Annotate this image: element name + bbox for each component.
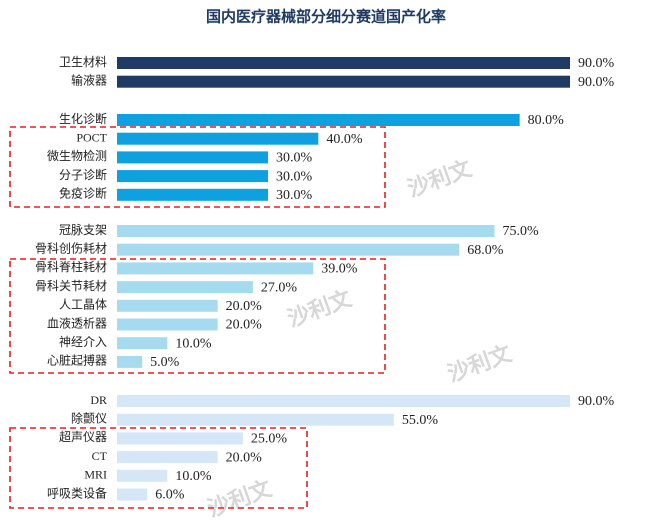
bar bbox=[117, 395, 570, 407]
bar bbox=[117, 188, 268, 201]
value-label: 30.0% bbox=[276, 188, 313, 203]
value-label: 90.0% bbox=[578, 394, 615, 409]
value-label: 5.0% bbox=[150, 355, 180, 370]
value-label: 40.0% bbox=[326, 132, 363, 147]
bar bbox=[117, 114, 520, 126]
category-label: 冠脉支架 bbox=[59, 222, 107, 237]
highlight-box bbox=[9, 258, 386, 374]
value-label: 10.0% bbox=[175, 336, 212, 351]
category-label: 神经介入 bbox=[59, 335, 107, 349]
bar bbox=[117, 262, 314, 275]
value-label: 30.0% bbox=[276, 169, 313, 184]
bar bbox=[117, 451, 218, 464]
category-label: 人工晶体 bbox=[59, 298, 107, 312]
highlight-box bbox=[9, 427, 308, 509]
value-label: 75.0% bbox=[503, 224, 540, 239]
category-label: 微生物检测 bbox=[47, 148, 107, 163]
category-label: MRI bbox=[84, 468, 107, 482]
highlight-boxes bbox=[9, 126, 386, 509]
value-label: 6.0% bbox=[155, 488, 185, 503]
bar bbox=[117, 243, 460, 256]
category-label: 骨科创伤耗材 bbox=[35, 241, 107, 255]
category-label: 分子诊断 bbox=[59, 167, 107, 182]
value-label: 10.0% bbox=[175, 469, 212, 484]
value-label: 27.0% bbox=[261, 280, 298, 295]
bar bbox=[117, 318, 218, 331]
bar bbox=[117, 469, 168, 482]
category-label: 超声仪器 bbox=[59, 429, 107, 444]
bar bbox=[117, 75, 570, 88]
value-label: 20.0% bbox=[226, 450, 263, 465]
value-label: 90.0% bbox=[578, 56, 615, 71]
bar bbox=[117, 225, 495, 237]
category-label: CT bbox=[92, 449, 108, 463]
category-label: 卫生材料 bbox=[59, 55, 107, 69]
highlight-box bbox=[9, 126, 386, 208]
category-label: 骨科脊柱耗材 bbox=[35, 259, 107, 274]
category-label: 输液器 bbox=[71, 72, 107, 87]
bar bbox=[117, 170, 268, 183]
bar bbox=[117, 488, 148, 501]
value-label: 30.0% bbox=[276, 151, 313, 166]
value-label: 90.0% bbox=[578, 75, 615, 90]
value-label: 68.0% bbox=[467, 243, 504, 258]
chart-title: 国内医疗器械部分细分赛道国产化率 bbox=[206, 7, 446, 25]
category-label: 除颤仪 bbox=[71, 410, 107, 425]
category-label: POCT bbox=[76, 130, 107, 144]
bar bbox=[117, 151, 268, 164]
category-label: 心脏起搏器 bbox=[47, 353, 107, 368]
bar bbox=[117, 432, 243, 445]
value-label: 20.0% bbox=[226, 299, 263, 314]
value-label: 20.0% bbox=[226, 318, 263, 333]
value-label: 80.0% bbox=[528, 113, 565, 128]
bar bbox=[117, 337, 168, 350]
value-label: 39.0% bbox=[321, 262, 358, 277]
value-label: 25.0% bbox=[251, 432, 287, 447]
category-label: 骨科关节耗材 bbox=[35, 279, 107, 293]
value-label: 55.0% bbox=[402, 413, 439, 428]
category-label: 免疫诊断 bbox=[59, 186, 107, 201]
bar bbox=[117, 299, 218, 312]
bar bbox=[117, 281, 253, 294]
category-label: 血液透析器 bbox=[47, 315, 107, 330]
bar bbox=[117, 413, 394, 426]
bar bbox=[117, 132, 319, 145]
category-label: DR bbox=[90, 393, 107, 407]
bar bbox=[117, 355, 143, 368]
category-label: 生化诊断 bbox=[59, 111, 107, 126]
category-label: 呼吸类设备 bbox=[47, 486, 107, 500]
bar bbox=[117, 57, 570, 69]
